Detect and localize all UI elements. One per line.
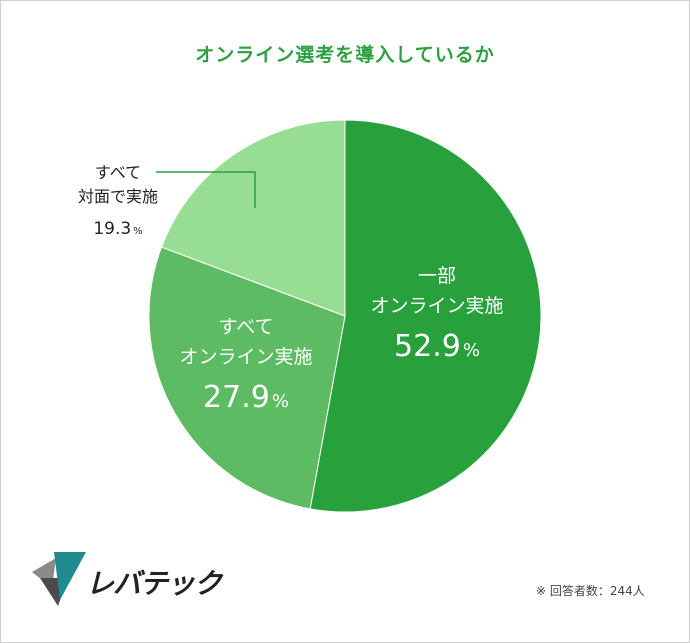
leader-line xyxy=(156,171,256,208)
pie-slice xyxy=(160,119,346,317)
logo-mark-icon xyxy=(32,552,86,606)
slice-value-label: 27.9% xyxy=(203,380,289,415)
footnote: ※ 回答者数：244人 xyxy=(536,584,645,598)
slice-label: 一部 xyxy=(418,265,456,287)
slice-value-label: 52.9% xyxy=(394,329,480,364)
slice-label: オンライン実施 xyxy=(179,346,312,368)
levtech-logo xyxy=(30,548,220,608)
slice-label: オンライン実施 xyxy=(370,295,503,317)
pie-slice xyxy=(148,246,346,510)
slice-label: すべて xyxy=(95,163,141,182)
logo-text: レバテック xyxy=(86,567,222,600)
slice-label: すべて xyxy=(219,316,274,338)
slice-value-label: 19.3% xyxy=(93,219,142,239)
pie-slice xyxy=(309,119,542,513)
chart-title: オンライン選考を導入しているか xyxy=(195,44,495,66)
slice-label: 対面で実施 xyxy=(78,187,158,206)
